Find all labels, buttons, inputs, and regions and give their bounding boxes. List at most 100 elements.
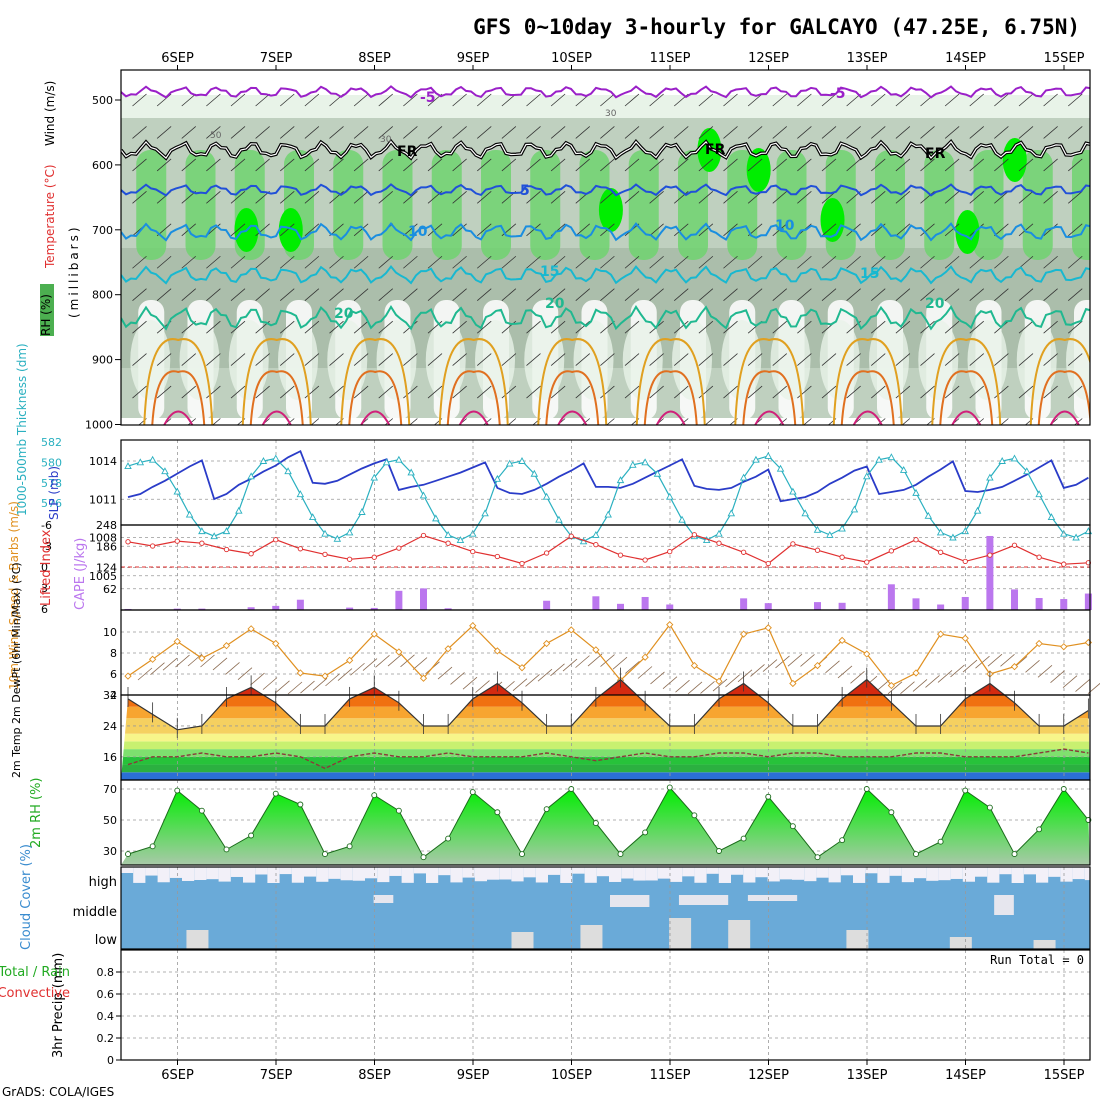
wind-barb — [378, 353, 394, 366]
slp-point — [826, 531, 834, 538]
slp-point — [185, 510, 194, 518]
wind-barb — [870, 385, 886, 399]
rh-humid-cell — [1072, 150, 1090, 260]
wind-barb — [1093, 191, 1100, 203]
wind-barb — [1067, 255, 1083, 269]
wind-barb — [994, 288, 1009, 302]
cloud-gap-high — [828, 867, 841, 883]
wind-barb — [181, 353, 197, 366]
wind-barb — [575, 320, 591, 334]
wind-barb — [427, 385, 443, 399]
cloud-gap-high — [816, 867, 829, 878]
wind10m-point — [641, 653, 649, 661]
rh2m-area — [121, 787, 1090, 865]
cloud-gap-high — [133, 867, 146, 883]
rh-humid-cell — [678, 150, 708, 260]
rh-dry-cell — [425, 320, 466, 400]
wind-barb — [723, 353, 738, 366]
date-tick-label-bottom: 13SEP — [847, 1068, 888, 1083]
date-tick-label-bottom: 6SEP — [161, 1068, 194, 1083]
cloud-gap-low — [580, 925, 603, 949]
lifted-index-point — [962, 558, 968, 565]
run-total-label: Run Total = 0 — [990, 953, 1084, 967]
isotherm-label: -5 — [830, 86, 846, 102]
lifted-index-point — [593, 541, 599, 548]
cloud-gap-high — [157, 867, 170, 883]
wind-barb — [624, 158, 640, 172]
wind10m-point — [690, 661, 699, 670]
wind-barb — [378, 385, 394, 399]
wind-barb — [526, 255, 541, 269]
isotherm-35 — [754, 410, 785, 425]
wind10m-barb — [1075, 679, 1090, 692]
thickness-tick-label: 580 — [41, 456, 62, 469]
wind-barb — [772, 255, 788, 269]
cape-bar — [395, 590, 403, 610]
wind-barb — [156, 158, 172, 172]
lifted-index-axis-label: Lifted Index — [39, 529, 54, 606]
date-tick-label-bottom: 15SEP — [1044, 1068, 1085, 1083]
wind10m-barb — [300, 680, 315, 694]
wind-barb — [378, 288, 394, 302]
wind10m-barb — [1050, 670, 1065, 684]
wind-barb — [1018, 320, 1034, 334]
cape-bar — [887, 584, 895, 610]
wind-barb — [895, 353, 911, 366]
wind-barb — [673, 158, 689, 172]
rh2m-point — [223, 846, 230, 853]
wind-barb — [230, 255, 246, 269]
wind-barb — [230, 93, 246, 107]
cape-bar — [198, 608, 206, 610]
wind10m-barb — [462, 676, 478, 690]
wind10m-barb — [837, 665, 853, 679]
wind-barb — [353, 126, 369, 139]
rh2m-panel: 30 50 70 — [103, 779, 1092, 866]
wind10m-point — [1060, 643, 1068, 651]
cloud-cover-panel: high middle low — [73, 866, 1091, 950]
wind-barb — [181, 385, 197, 399]
wind10m-barb — [537, 668, 553, 682]
cloud-gap-high — [975, 867, 988, 877]
cape-bar — [641, 596, 649, 610]
wind-barb — [870, 191, 886, 204]
wind-barb — [624, 385, 640, 399]
wind-barb — [230, 126, 246, 139]
slp-point — [173, 487, 182, 495]
rh2m-point — [445, 835, 452, 842]
slp-point — [1047, 513, 1056, 521]
cloud-gap-high — [779, 867, 792, 880]
wind10m-point — [961, 634, 969, 642]
isotherm-30 — [545, 370, 600, 425]
cloud-gap-high — [389, 867, 402, 876]
cloud-gap-high — [718, 867, 731, 883]
wind10m-point — [296, 669, 305, 677]
pressure-tick-label: 700 — [92, 224, 113, 237]
wind-barb — [1067, 93, 1083, 107]
pressure-tick-label: 800 — [92, 289, 113, 302]
cloud-gap-high — [609, 867, 622, 882]
wind-barb — [994, 353, 1009, 366]
date-tick-label-top: 13SEP — [847, 51, 888, 66]
slp-point — [555, 515, 563, 523]
wind-barb — [501, 288, 517, 302]
slp-point — [358, 508, 366, 515]
wind-barb — [575, 126, 591, 139]
wind-barb — [797, 288, 812, 302]
slp-point — [210, 532, 218, 540]
wind-barb — [279, 320, 295, 334]
slp-point — [949, 533, 957, 541]
wind-barb — [649, 158, 664, 172]
rh2m-point — [1011, 851, 1018, 858]
wind-barb — [821, 158, 837, 172]
wind10m-point — [198, 654, 206, 662]
wind-barb — [206, 320, 221, 334]
slp-point — [419, 491, 428, 499]
cloud-gap-high — [352, 867, 365, 881]
date-tick-label-top: 6SEP — [161, 51, 194, 66]
lifted-index-point — [740, 549, 747, 555]
wind-barb — [279, 288, 295, 302]
lifted-index-point — [223, 546, 230, 553]
temp-band — [121, 741, 1090, 750]
cloud-gap-high — [413, 867, 426, 874]
wind10m-barb — [475, 680, 490, 693]
